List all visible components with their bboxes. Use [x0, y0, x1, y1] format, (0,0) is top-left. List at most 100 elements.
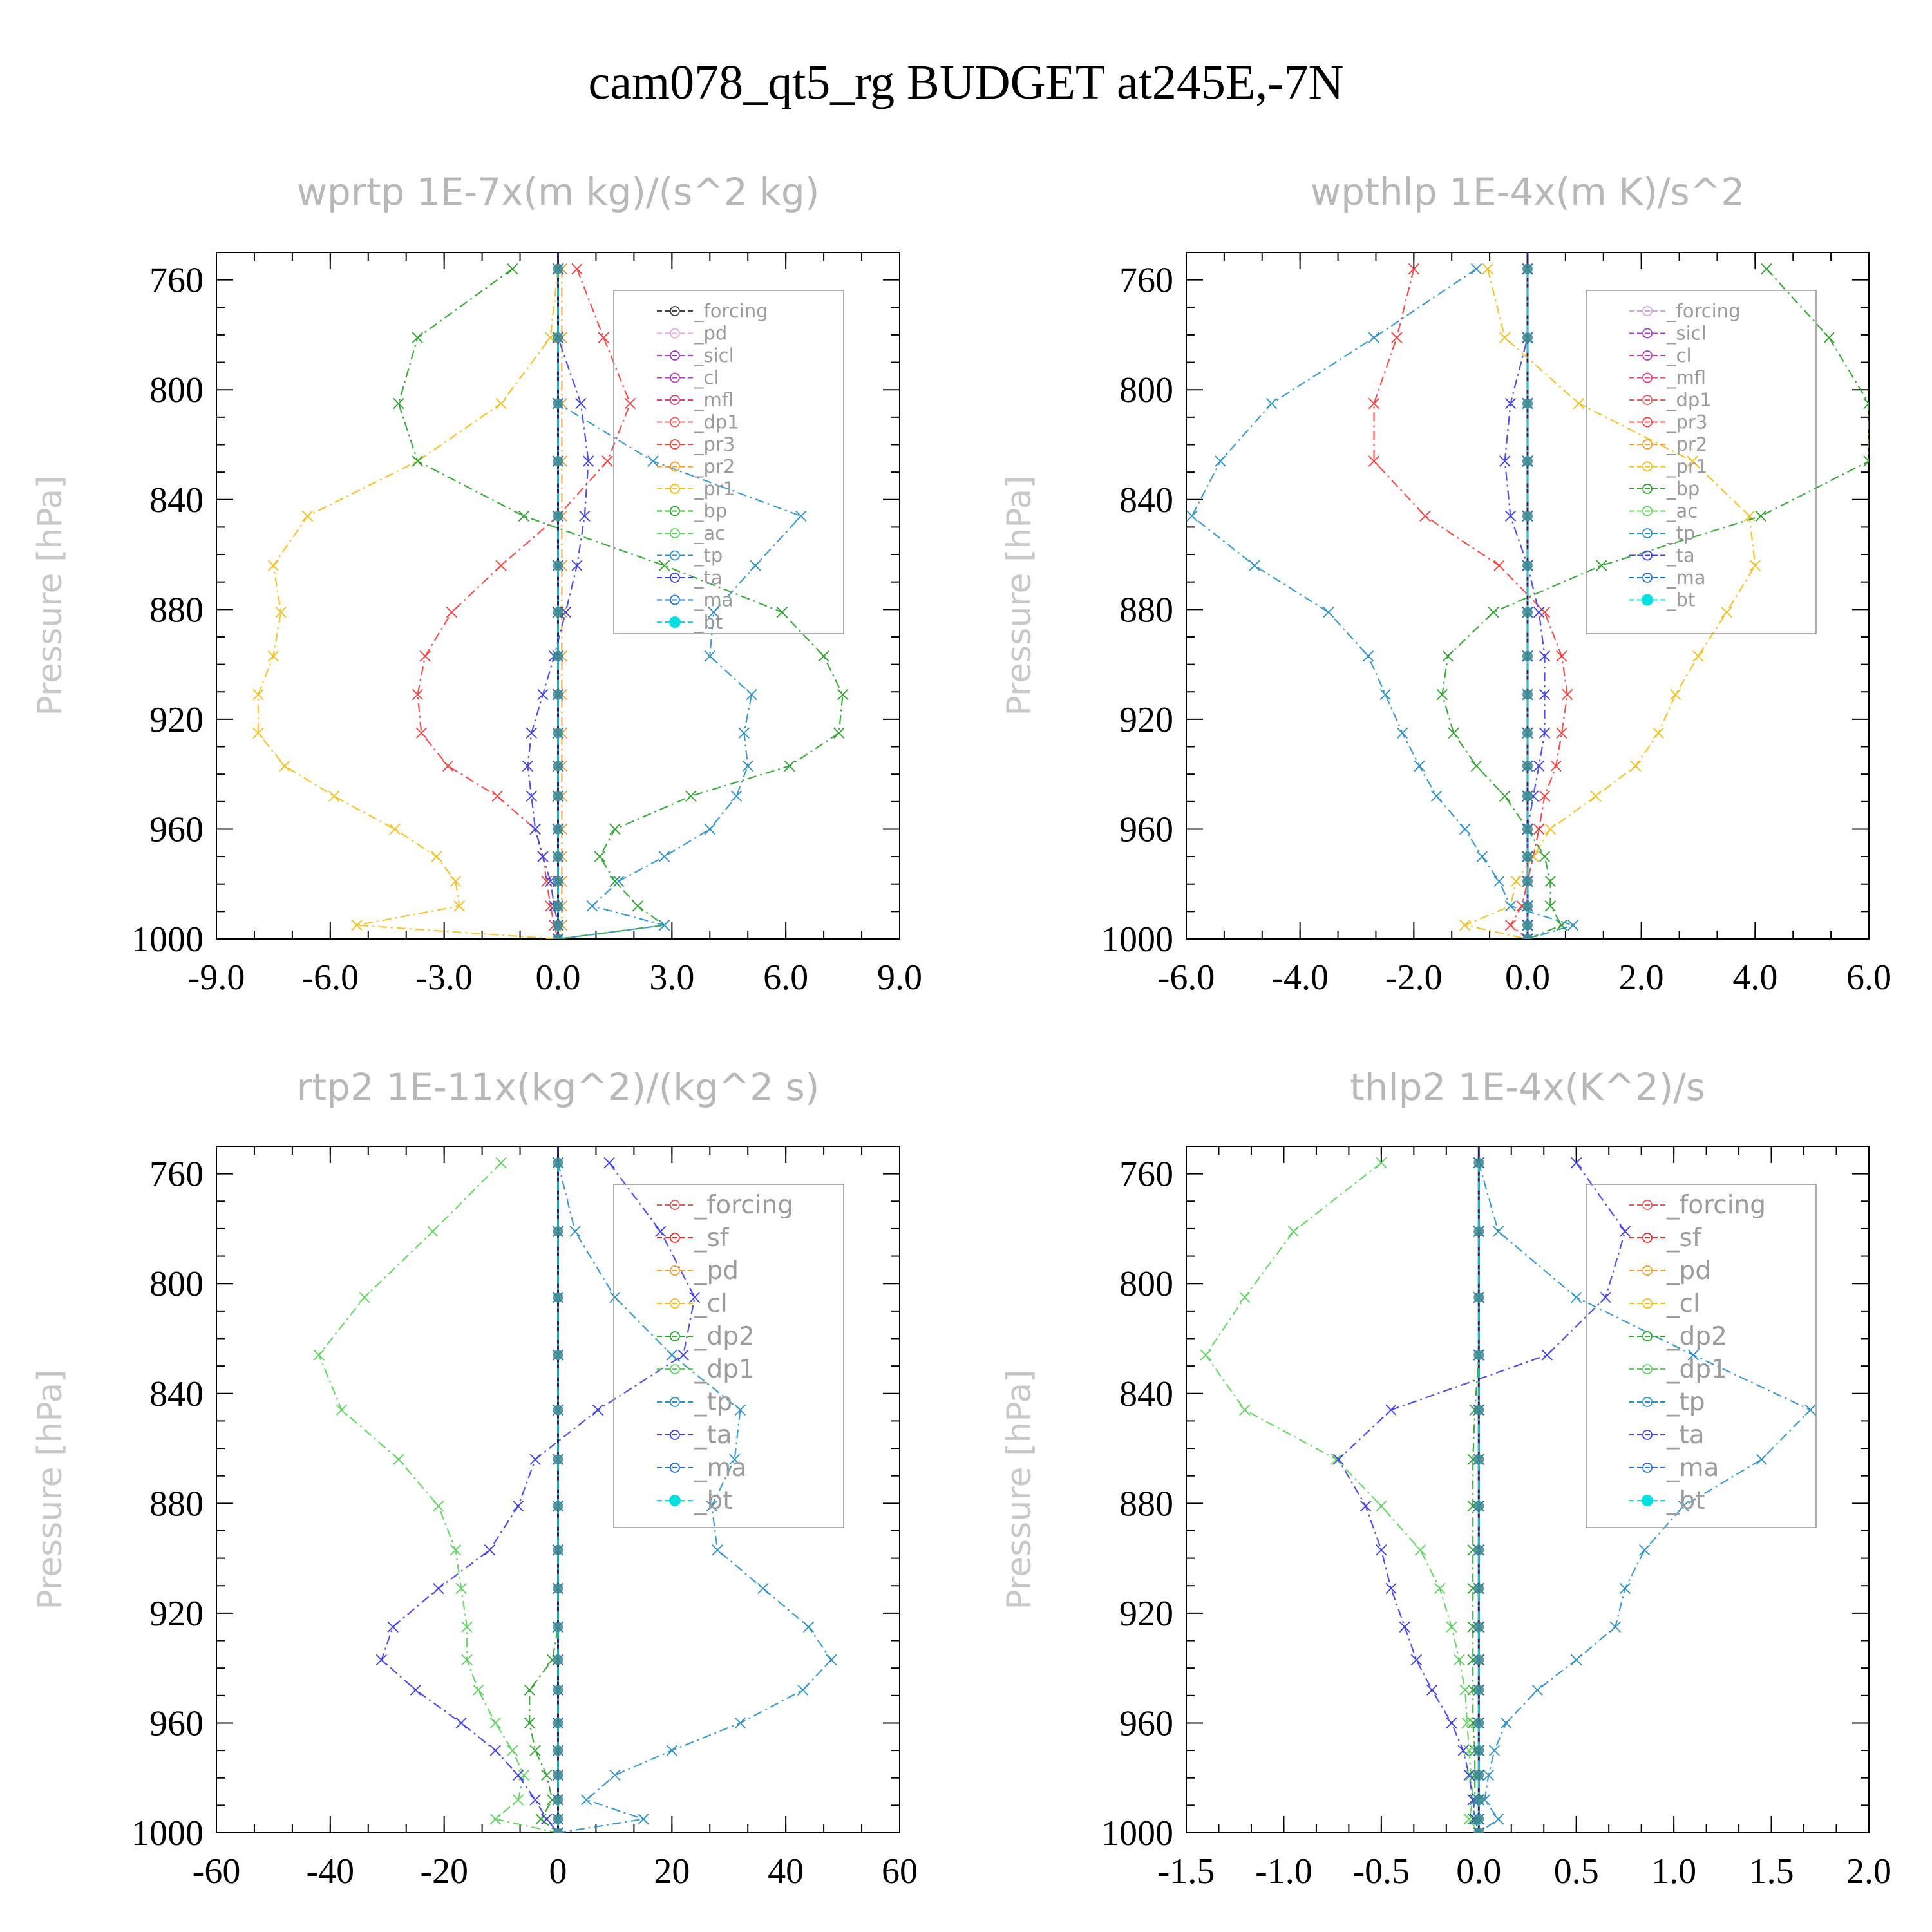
data-point	[586, 900, 598, 912]
chart-panel-2: wpthlp 1E-4x(m K)/s^2 Pressure [hPa] 760 80…	[1000, 170, 1891, 998]
data-point	[1504, 510, 1517, 522]
data-point	[571, 560, 583, 571]
data-point	[1522, 791, 1533, 802]
data-point	[1473, 1454, 1484, 1465]
data-point	[1687, 455, 1698, 467]
legend-marker	[1642, 484, 1653, 494]
legend-label: _pr3	[1666, 412, 1707, 433]
data-point	[730, 790, 743, 802]
series-bt	[1522, 263, 1533, 939]
data-point	[415, 727, 427, 739]
data-point	[455, 1717, 467, 1729]
series-line	[417, 269, 631, 939]
data-point	[1470, 760, 1482, 772]
data-point	[1678, 1500, 1689, 1512]
x-tick-label: 0.5	[1554, 1852, 1599, 1891]
y-tick-label: 920	[149, 1594, 204, 1634]
data-point	[1359, 1500, 1372, 1512]
data-point	[1376, 1544, 1387, 1556]
data-point	[613, 875, 625, 887]
y-tick-label: 960	[1119, 810, 1173, 849]
data-point	[1323, 606, 1334, 618]
legend-label: _bp	[694, 500, 727, 522]
data-point	[1473, 1157, 1484, 1168]
data-point	[1473, 1718, 1484, 1728]
data-point	[1571, 1291, 1582, 1303]
data-point	[1522, 728, 1533, 739]
data-point	[1391, 332, 1403, 343]
y-tick-label: 1000	[131, 920, 204, 960]
x-tick-label: 6.0	[1846, 958, 1891, 998]
data-point	[1332, 1454, 1344, 1465]
data-point	[1414, 760, 1425, 772]
data-point	[1550, 760, 1562, 772]
data-point	[1473, 1685, 1484, 1696]
data-point	[658, 920, 670, 931]
data-point	[537, 851, 549, 862]
data-point	[1522, 900, 1533, 911]
data-point	[553, 456, 564, 467]
data-point	[1463, 1769, 1475, 1781]
data-point	[1408, 263, 1419, 275]
data-point	[484, 1544, 496, 1556]
y-tick-label: 880	[1119, 590, 1173, 630]
data-point	[666, 1745, 677, 1756]
data-point	[1609, 1621, 1621, 1633]
data-point	[1459, 823, 1471, 835]
data-point	[1249, 560, 1260, 571]
legend-label: _dp2	[1666, 1322, 1727, 1351]
x-tick-label: 60	[882, 1852, 918, 1891]
legend-marker	[670, 594, 680, 605]
legend-label: _ma	[694, 589, 734, 611]
series-line	[257, 269, 559, 939]
data-point	[579, 510, 591, 522]
data-point	[818, 650, 829, 662]
data-point	[553, 607, 564, 618]
data-point	[757, 1582, 769, 1595]
data-point	[1376, 1500, 1387, 1512]
data-point	[795, 510, 807, 522]
legend-label: _mfl	[1666, 367, 1706, 389]
data-point	[704, 823, 715, 835]
data-point	[742, 760, 753, 772]
data-point	[328, 790, 340, 802]
series-line	[1373, 269, 1568, 939]
data-point	[1499, 790, 1511, 802]
series-line	[1463, 269, 1756, 939]
data-point	[802, 1621, 815, 1633]
data-point	[569, 1226, 581, 1237]
legend-marker	[670, 417, 680, 428]
legend-marker	[669, 616, 681, 628]
data-point	[734, 1717, 746, 1729]
data-point	[553, 876, 564, 887]
data-point	[393, 1454, 404, 1465]
data-point	[1265, 397, 1278, 410]
y-tick-label: 760	[149, 261, 204, 301]
data-point	[1749, 560, 1761, 571]
series-line	[527, 269, 589, 939]
series-pr1	[1459, 263, 1761, 939]
legend-marker	[1642, 1397, 1653, 1407]
legend-label: _ta	[694, 567, 723, 589]
data-point	[1454, 1654, 1465, 1666]
data-point	[553, 1583, 564, 1594]
data-point	[797, 1684, 809, 1696]
data-point	[541, 1769, 553, 1781]
data-point	[275, 606, 287, 618]
data-point	[1379, 688, 1391, 701]
data-point	[553, 1405, 564, 1416]
legend-marker	[670, 306, 680, 316]
data-point	[1504, 900, 1517, 912]
y-tick-label: 840	[149, 1374, 204, 1414]
figure-title: cam078_qt5_rg BUDGET at245E,-7N	[588, 55, 1344, 109]
data-point	[1501, 1717, 1512, 1729]
y-tick-label: 760	[149, 1155, 204, 1195]
legend-marker	[1642, 461, 1653, 472]
data-point	[553, 934, 564, 939]
series-line	[1204, 1162, 1480, 1833]
legend-marker	[670, 1331, 680, 1341]
data-point	[1804, 1404, 1816, 1416]
chart-panel-3: rtp2 1E-11x(kg^2)/(kg^2 s) Pressure [hPa]…	[31, 1065, 918, 1891]
legend-marker	[670, 550, 680, 561]
